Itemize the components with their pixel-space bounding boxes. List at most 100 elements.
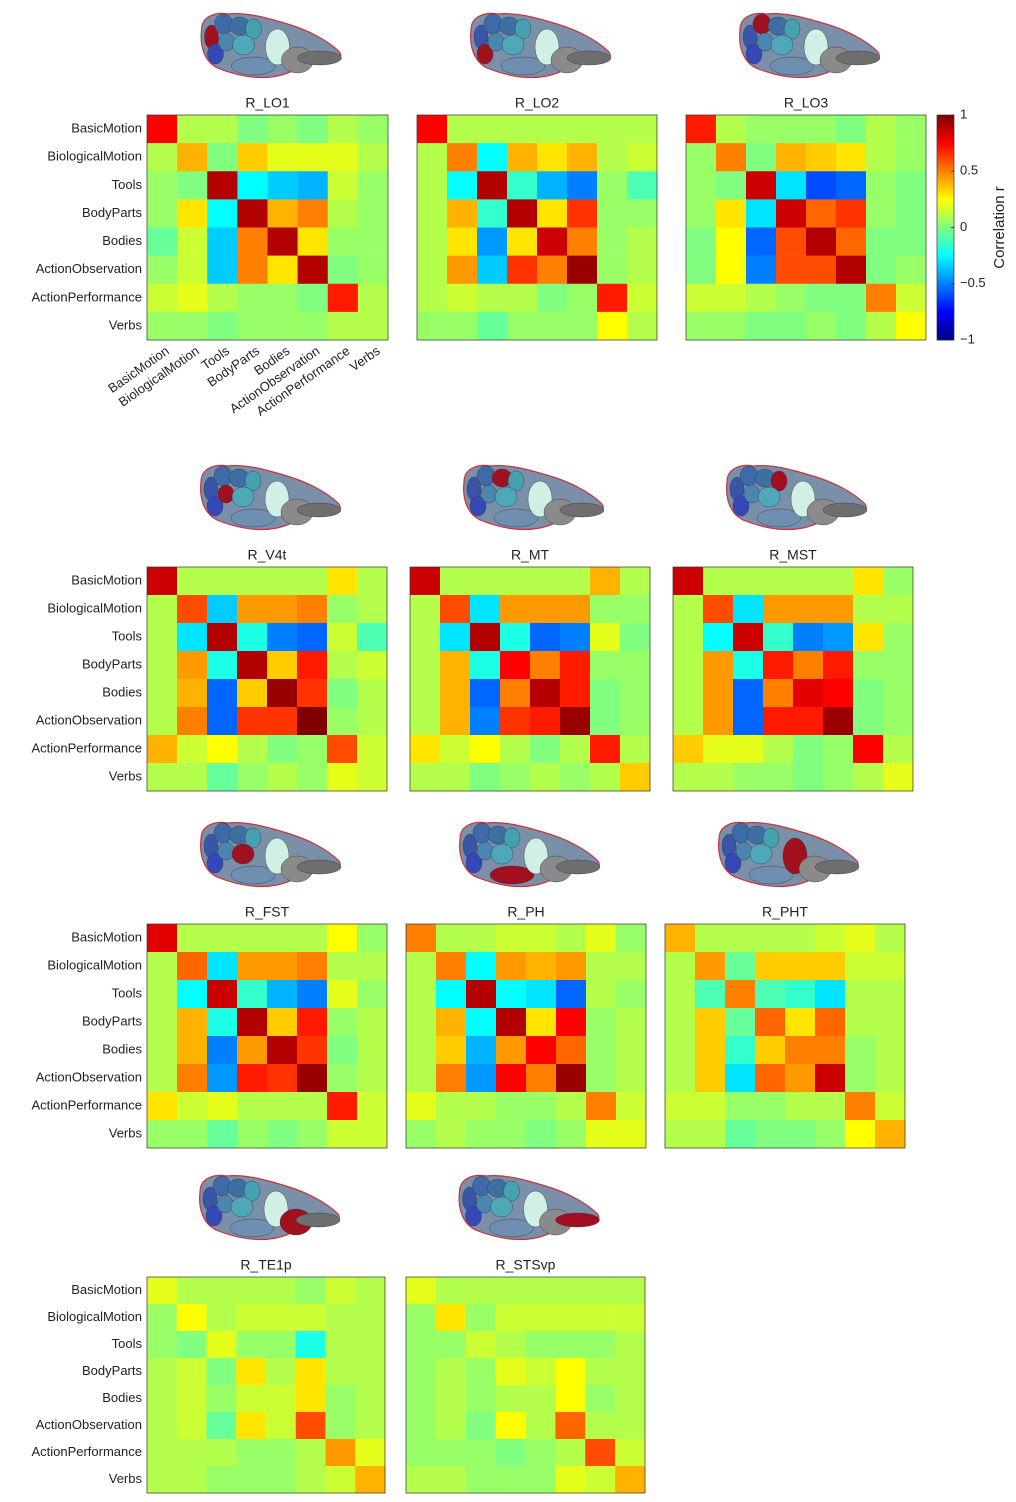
heatmap-cell	[410, 567, 441, 596]
heatmap-cell	[435, 1466, 467, 1494]
heatmap-cell	[177, 1064, 208, 1093]
heatmap-cell	[297, 735, 328, 764]
heatmap-cell	[615, 1412, 646, 1440]
heatmap-cell	[435, 1439, 467, 1467]
heatmap-cell	[620, 679, 651, 708]
colorbar-step	[937, 150, 954, 153]
heatmap-cell	[206, 1466, 237, 1494]
heatmap-cell	[147, 1439, 178, 1467]
heatmap-cell	[665, 952, 696, 981]
heatmap-cell	[703, 567, 734, 596]
heatmap-cell	[177, 283, 208, 313]
heatmap-cell	[853, 567, 884, 596]
heatmap-cell	[866, 255, 897, 285]
heatmap-cell	[695, 1120, 726, 1149]
heatmap-cell	[806, 199, 837, 228]
heatmap-cell	[325, 1385, 356, 1413]
heatmap-cell	[406, 1466, 437, 1494]
heatmap-cell	[695, 1036, 726, 1065]
heatmap-cell	[597, 199, 628, 228]
colorbar-step	[937, 115, 954, 118]
heatmap-cell	[297, 651, 328, 680]
heatmap-cell	[896, 143, 927, 172]
brain-region	[770, 34, 794, 56]
heatmap-cell	[806, 255, 837, 285]
heatmap-cell	[823, 623, 854, 652]
heatmap-cell	[896, 115, 927, 144]
brain-region	[756, 508, 802, 528]
heatmap-cell	[466, 1036, 497, 1065]
heatmap-cell	[325, 1304, 356, 1332]
heatmap-cell	[237, 199, 268, 228]
heatmap-cell	[875, 1092, 906, 1121]
colorbar-step	[937, 117, 954, 121]
heatmap-cell	[357, 1092, 388, 1121]
heatmap-cell	[327, 255, 359, 285]
heatmap-cell	[823, 567, 854, 596]
heatmap-cell	[147, 1304, 178, 1332]
heatmap-cell	[465, 1466, 496, 1494]
brain-region	[555, 1212, 600, 1228]
brain-region	[503, 1180, 520, 1202]
heatmap-cell	[440, 707, 471, 736]
brain-region	[230, 508, 276, 528]
colorbar-step	[937, 220, 954, 223]
heatmap-cell	[556, 952, 587, 981]
colorbar-step	[937, 257, 954, 261]
heatmap-cell	[147, 255, 178, 285]
row-label: BodyParts	[82, 1013, 142, 1028]
heatmap-cell	[785, 1064, 816, 1093]
heatmap-cell	[537, 255, 568, 285]
heatmap-cell	[177, 171, 208, 200]
heatmap-cell	[447, 311, 478, 341]
heatmap-cell	[525, 1466, 556, 1494]
heatmap-cell	[496, 980, 527, 1009]
heatmap-cell	[267, 924, 298, 953]
heatmap-cell	[556, 980, 587, 1009]
heatmap-cell	[815, 1036, 846, 1065]
heatmap-cell	[866, 171, 897, 200]
brain-region	[476, 841, 494, 861]
heatmap-cell	[495, 1277, 526, 1305]
heatmap-cell	[267, 1036, 298, 1065]
row-label: ActionPerformance	[31, 740, 142, 755]
heatmap-cell	[703, 595, 734, 624]
heatmap-cell	[725, 952, 756, 981]
heatmap-cell	[686, 171, 717, 200]
colorbar-step	[937, 182, 954, 186]
colorbar-tick-label: −1	[960, 331, 975, 346]
panel-title: R_LO1	[245, 95, 290, 111]
heatmap-cell	[410, 651, 441, 680]
brain-region	[245, 18, 262, 40]
heatmap-cell	[500, 651, 531, 680]
heatmap-cell	[875, 1036, 906, 1065]
heatmap-cell	[147, 1092, 178, 1121]
heatmap-cell	[526, 1064, 557, 1093]
heatmap-cell	[627, 199, 658, 228]
heatmap-cell	[793, 623, 824, 652]
heatmap-cell	[875, 1008, 906, 1037]
heatmap-cell	[406, 1439, 437, 1467]
heatmap-cell	[465, 1412, 496, 1440]
heatmap-cell	[836, 171, 867, 200]
heatmap-cell	[297, 952, 328, 981]
brain-region	[514, 18, 532, 40]
heatmap-cell	[147, 1277, 178, 1305]
heatmap-cell	[236, 1412, 267, 1440]
heatmap-cell	[436, 1092, 467, 1121]
heatmap-cell	[673, 707, 704, 736]
heatmap-cell	[327, 1036, 358, 1065]
heatmap-cell	[567, 255, 598, 285]
heatmap-cell	[560, 567, 591, 596]
heatmap-cell	[267, 171, 298, 200]
heatmap-cell	[267, 595, 298, 624]
heatmap-cell	[883, 735, 914, 764]
heatmap-cell	[267, 227, 298, 256]
heatmap-cell	[530, 735, 561, 764]
panel-title: R_V4t	[248, 547, 287, 563]
brain-region	[507, 470, 525, 492]
heatmap-cell	[177, 924, 208, 953]
heatmap-cell	[507, 227, 538, 256]
colorbar-step	[937, 277, 954, 281]
heatmap-cell	[147, 171, 178, 200]
